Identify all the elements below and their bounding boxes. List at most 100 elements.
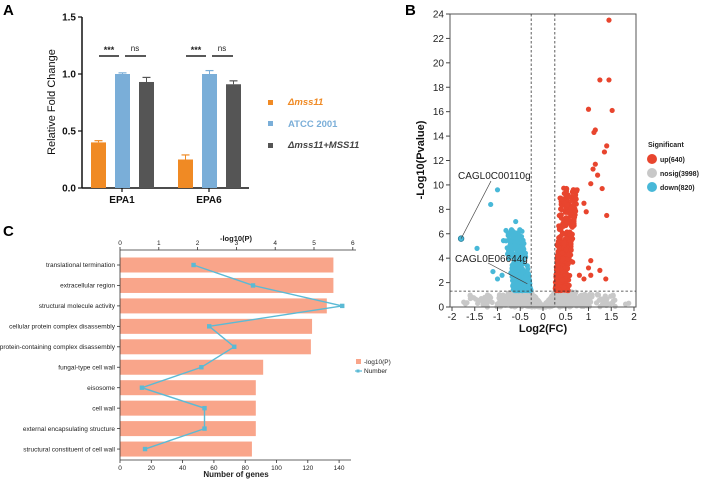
point-down-outlier [494,276,501,282]
panel-c-bottom-tick-label: 40 [179,465,187,472]
point-down [526,286,532,292]
panel-a-y-tick-label: 0.0 [62,184,76,195]
number-point [199,365,204,370]
point-up [566,282,572,288]
number-point [232,344,237,349]
panel-c-top-tick-label: 5 [312,240,316,247]
point-up [565,261,571,267]
category-label: external encapsulating structure [23,426,116,433]
point-nosig [584,300,590,307]
point-up [556,223,562,229]
point-nosig [478,296,484,302]
bar-translational-termination [120,257,334,273]
point-up-outlier [585,106,592,112]
point-down-outlier [494,187,501,193]
panel-b-y-tick-label: 4 [438,254,444,265]
point-up-outlier [576,272,583,278]
panel-c-top-tick-label: 1 [157,240,161,247]
number-point [142,446,148,452]
point-nosig [495,301,501,307]
point-down [510,231,517,238]
panel-c-top-tick-label: 6 [351,240,355,247]
panel-b-y-tick-label: 8 [438,205,444,216]
point-up-outlier [585,265,592,271]
point-down [526,278,532,284]
point-down [518,246,524,252]
point-down [519,287,525,294]
number-point [340,303,345,309]
panel-b-x-tick-label: -2 [448,312,457,323]
point-down [516,265,522,272]
point-up-outlier [588,181,594,187]
point-up-outlier [606,77,612,83]
legend-marker-up [647,154,657,164]
number-line [139,264,343,450]
point-nosig [562,293,568,299]
number-point [202,405,207,411]
point-up [571,214,578,220]
legend-label-complemented: Δmss11+MSS11 [287,140,359,151]
bar-cellular-protein-complex-disassembly [120,318,313,334]
point-up [561,285,567,291]
point-up [555,238,561,245]
bar-structural-molecule-activity [120,298,327,314]
bar-structural-constituent-of-cell-wall [120,441,252,457]
point-nosig [500,293,506,299]
panel-b-x-axis-label: Log2(FC) [519,323,568,335]
category-label: translational termination [46,262,115,269]
point-up [568,205,574,211]
significance-label: *** [191,45,202,55]
point-up [568,241,574,247]
point-nosig [608,293,614,299]
point-nosig [487,293,493,299]
panel-a-y-tick-label: 1.0 [62,70,76,81]
panel-b-y-tick-label: 6 [438,229,444,240]
point-nosig [539,303,546,310]
point-nosig [589,292,595,298]
point-up-outlier [595,172,601,178]
legend-label-nosig: nosig(3998) [660,171,699,178]
panel-a-y-axis-label: Relative Fold Change [46,49,58,155]
point-up [567,232,573,238]
point-down-outlier [488,201,494,208]
bar-epa6-1 [202,74,217,188]
point-up [561,240,567,246]
point-up [563,215,569,221]
point-nosig [568,294,575,300]
panel-b-y-tick-label: 2 [438,278,444,289]
point-down [504,251,511,257]
point-up-outlier [588,258,594,264]
point-up-outlier [609,107,615,114]
point-down [513,272,519,278]
significance-label: *** [104,45,115,55]
panel-c-top-tick-label: 4 [273,240,277,247]
category-label: fungal-type cell wall [58,364,115,371]
legend-swatch-complemented [268,143,273,148]
point-down [507,239,514,245]
category-label: protein-containing complex disassembly [0,344,116,351]
panel-c-top-tick-label: 3 [235,240,239,247]
number-point [139,385,145,390]
point-up [563,188,569,194]
panel-label-c: C [3,223,14,240]
point-up [564,219,570,225]
point-up [566,193,572,200]
panel-c-go-enrichment-chart: -log10(P) Number of genes 0 1 2 3 4 5 60 20 40 60… [0,234,391,479]
panel-c-bottom-tick-label: 20 [148,465,156,472]
point-nosig [607,301,614,307]
point-down [513,287,519,294]
category-label: cellular protein complex disassembly [9,324,116,331]
point-down [517,278,523,284]
point-nosig [475,300,481,307]
panel-b-y-tick-label: 0 [438,303,444,314]
point-nosig [576,298,582,304]
panel-b-y-tick-label: 16 [433,107,445,118]
panel-c-top-tick-label: 2 [196,240,200,247]
legend-swatch-dmss11 [268,100,273,105]
point-up [568,247,574,253]
panel-a-y-tick-label: 1.5 [62,13,76,24]
point-down-outlier [513,218,519,225]
panel-b-x-tick-label: -1.5 [466,312,484,323]
point-up [563,246,569,253]
number-point [202,426,207,431]
